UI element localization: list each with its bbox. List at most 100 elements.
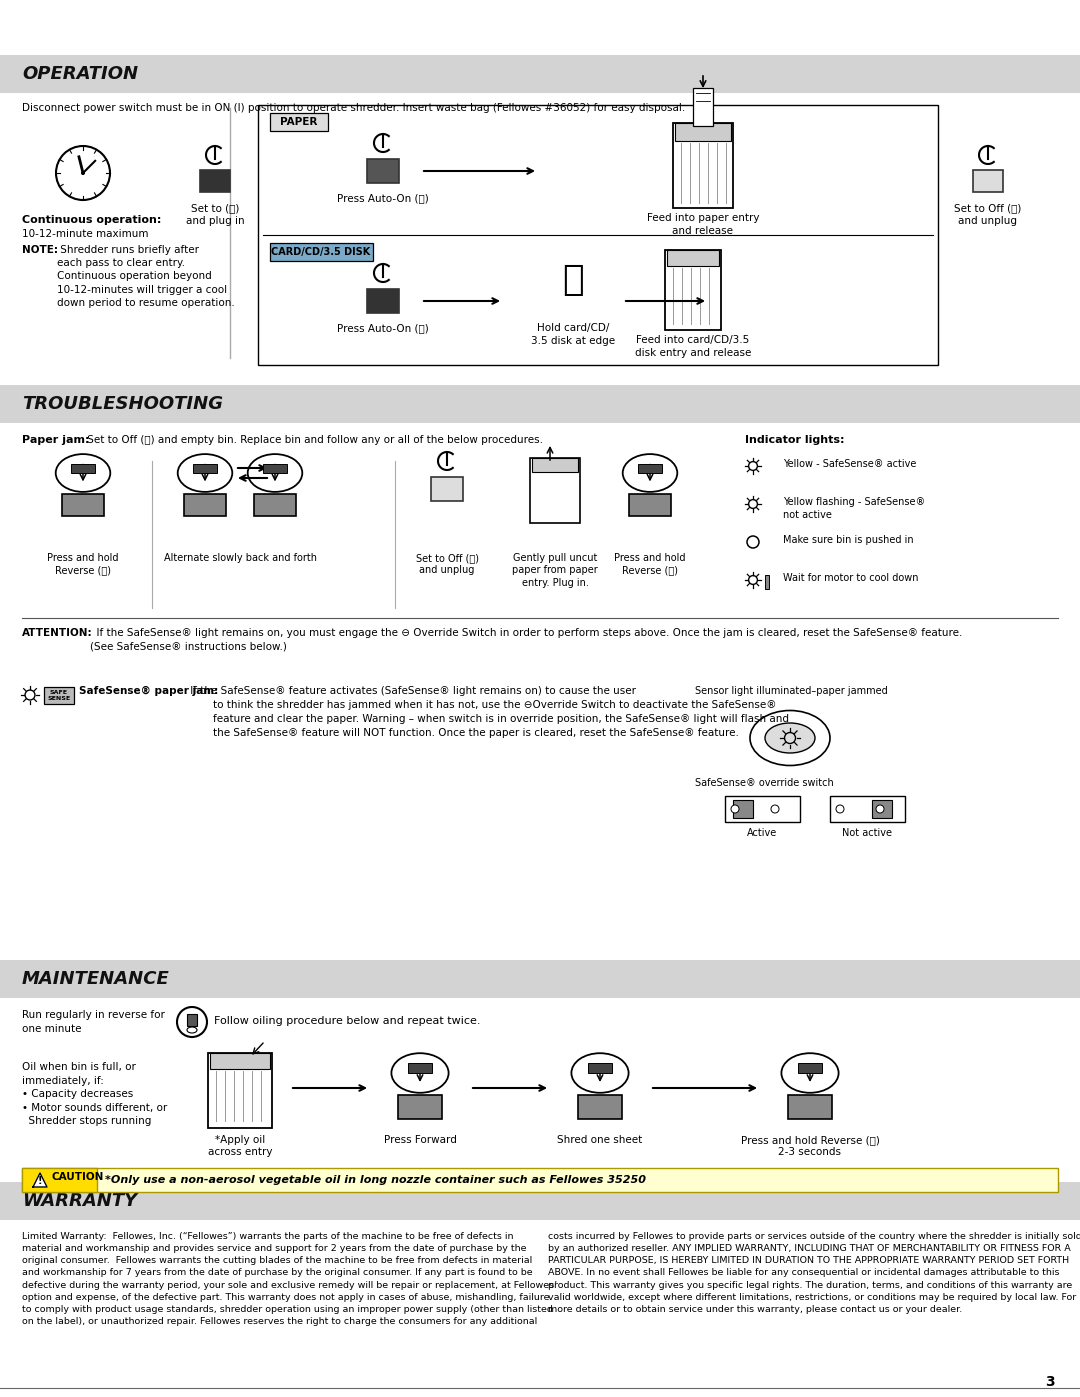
Bar [367,159,399,183]
Text: WARRANTY: WARRANTY [22,1192,137,1210]
Bar [530,458,580,522]
Text: Yellow - SafeSense® active: Yellow - SafeSense® active [783,460,916,469]
Text: Yellow flashing - SafeSense®
not active: Yellow flashing - SafeSense® not active [783,497,926,520]
Text: Hold card/CD/
3.5 disk at edge: Hold card/CD/ 3.5 disk at edge [531,323,616,346]
Text: Alternate slowly back and forth: Alternate slowly back and forth [163,553,316,563]
Text: If the SafeSense® light remains on, you must engage the ⊖ Override Switch in ord: If the SafeSense® light remains on, you … [90,629,962,651]
Text: OPERATION: OPERATION [22,66,138,82]
Text: *Only use a non-aerosol vegetable oil in long nozzle container such as Fellowes : *Only use a non-aerosol vegetable oil in… [105,1175,646,1185]
Bar [973,170,1003,191]
Text: Follow oiling procedure below and repeat twice.: Follow oiling procedure below and repeat… [214,1016,481,1025]
Bar [733,800,753,819]
Ellipse shape [187,1027,197,1032]
Text: PAPER: PAPER [281,117,318,127]
Text: Limited Warranty:  Fellowes, Inc. (“Fellowes”) warrants the parts of the machine: Limited Warranty: Fellowes, Inc. (“Fello… [22,1232,557,1326]
Text: NOTE:: NOTE: [22,244,58,256]
Circle shape [836,805,843,813]
Text: Shredder runs briefly after
each pass to clear entry.
Continuous operation beyon: Shredder runs briefly after each pass to… [57,244,234,307]
Bar [200,170,230,191]
Text: SafeSense® override switch: SafeSense® override switch [696,778,834,788]
Bar [193,464,217,474]
Bar [693,88,713,126]
Text: ATTENTION:: ATTENTION: [22,629,93,638]
Text: Continuous operation:: Continuous operation: [22,215,161,225]
Bar [872,800,892,819]
Bar [22,1168,1058,1192]
Bar [270,243,373,261]
Bar [270,113,328,131]
Bar [588,1063,612,1073]
Text: Press and hold
Reverse (⏻): Press and hold Reverse (⏻) [48,553,119,576]
Text: SafeSense® paper jam:: SafeSense® paper jam: [79,686,218,696]
Bar [367,289,399,313]
Text: Make sure bin is pushed in: Make sure bin is pushed in [783,535,914,545]
Text: Oil when bin is full, or
immediately, if:
• Capacity decreases
• Motor sounds di: Oil when bin is full, or immediately, if… [22,1062,167,1126]
Bar [431,476,463,502]
Text: TROUBLESHOOTING: TROUBLESHOOTING [22,395,222,414]
Bar [210,1053,270,1069]
Bar [187,1014,197,1025]
Bar [629,495,671,515]
Bar [0,960,1080,997]
Bar [184,495,226,515]
Bar [264,464,287,474]
Bar [667,250,719,265]
Bar [254,495,296,515]
Text: Shred one sheet: Shred one sheet [557,1134,643,1146]
Bar [399,1095,442,1119]
Text: Run regularly in reverse for
one minute: Run regularly in reverse for one minute [22,1010,165,1034]
Text: Active: Active [747,828,778,838]
Bar [765,576,769,590]
Text: CARD/CD/3.5 DISK: CARD/CD/3.5 DISK [271,247,370,257]
Circle shape [876,805,885,813]
Circle shape [81,170,85,175]
Text: CAUTION: CAUTION [52,1172,105,1182]
Text: Paper jam:: Paper jam: [22,434,90,446]
Bar [407,1063,432,1073]
Text: Set to Off (⏻)
and unplug: Set to Off (⏻) and unplug [955,203,1022,226]
Bar [675,123,731,141]
Bar [831,796,905,821]
Text: Press and hold
Reverse (⏻): Press and hold Reverse (⏻) [615,553,686,576]
Bar [0,54,1080,94]
Text: Not active: Not active [842,828,892,838]
Text: Feed into card/CD/3.5
disk entry and release: Feed into card/CD/3.5 disk entry and rel… [635,335,752,358]
Bar [258,105,939,365]
Text: *Apply oil
across entry: *Apply oil across entry [207,1134,272,1157]
Bar [44,687,75,704]
Bar [673,123,733,208]
Bar [638,464,662,474]
Circle shape [731,805,739,813]
Text: Press and hold Reverse (⏻)
2-3 seconds: Press and hold Reverse (⏻) 2-3 seconds [741,1134,879,1157]
Ellipse shape [765,724,815,753]
Text: Set to Off (⏻) and empty bin. Replace bin and follow any or all of the below pro: Set to Off (⏻) and empty bin. Replace bi… [84,434,543,446]
Text: Press Auto-On (⏻): Press Auto-On (⏻) [337,193,429,203]
Text: 3: 3 [1045,1375,1055,1389]
Text: Disconnect power switch must be in ON (I) position to operate shredder. Insert w: Disconnect power switch must be in ON (I… [22,103,685,113]
Bar [532,458,578,472]
Text: Press Auto-On (⏻): Press Auto-On (⏻) [337,323,429,332]
Bar [22,1168,97,1192]
Bar [798,1063,822,1073]
Text: MAINTENANCE: MAINTENANCE [22,970,170,988]
Circle shape [771,805,779,813]
Text: Press Forward: Press Forward [383,1134,457,1146]
Bar [0,386,1080,423]
Text: Gently pull uncut
paper from paper
entry. Plug in.: Gently pull uncut paper from paper entry… [512,553,598,588]
Text: 10-12-minute maximum: 10-12-minute maximum [22,229,149,239]
Polygon shape [33,1173,48,1187]
Bar [0,1182,1080,1220]
Text: Indicator lights:: Indicator lights: [745,434,845,446]
Text: costs incurred by Fellowes to provide parts or services outside of the country w: costs incurred by Fellowes to provide pa… [548,1232,1080,1315]
Text: Feed into paper entry
and release: Feed into paper entry and release [647,212,759,236]
Bar [71,464,95,474]
Bar [208,1053,272,1127]
Text: If the SafeSense® feature activates (SafeSense® light remains on) to cause the u: If the SafeSense® feature activates (Saf… [187,686,789,738]
Bar [725,796,800,821]
Text: Sensor light illuminated–paper jammed: Sensor light illuminated–paper jammed [696,686,888,696]
Text: SAFE
SENSE: SAFE SENSE [48,690,70,701]
Bar [62,495,104,515]
Text: Set to Off (⏻)
and unplug: Set to Off (⏻) and unplug [416,553,478,576]
Text: Set to (⏻)
and plug in: Set to (⏻) and plug in [186,203,244,226]
Bar [788,1095,832,1119]
